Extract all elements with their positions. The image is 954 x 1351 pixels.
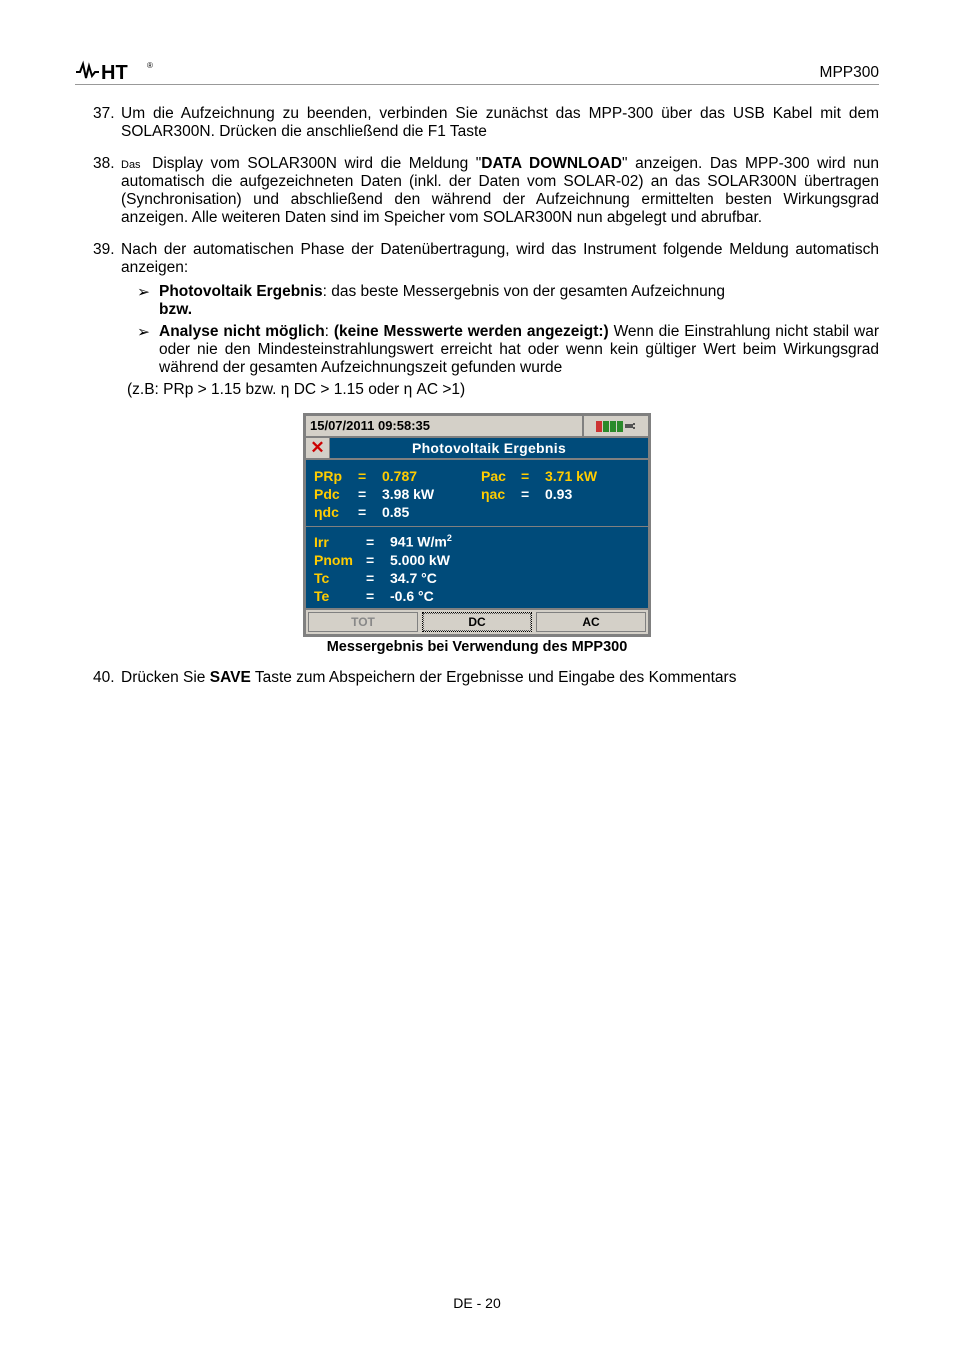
device-screenshot: 15/07/2011 09:58:35 ✕ Photovoltaik Ergeb…: [303, 413, 651, 637]
item-text: Um die Aufzeichnung zu beenden, verbinde…: [121, 105, 879, 141]
label-irr: Irr: [314, 534, 362, 550]
value-nac: 0.93: [545, 486, 640, 502]
item-number: 37.: [93, 105, 121, 141]
tab-dc[interactable]: DC: [422, 612, 532, 632]
item-text: Drücken Sie SAVE Taste zum Abspeichern d…: [121, 669, 879, 687]
svg-text:HT: HT: [101, 62, 128, 82]
value-ndc: 0.85: [382, 504, 477, 520]
page-number: DE - 20: [0, 1295, 954, 1311]
small-prefix: Das: [121, 159, 141, 171]
item-39: 39. Nach der automatischen Phase der Dat…: [93, 241, 879, 399]
device-title: Photovoltaik Ergebnis: [330, 438, 648, 458]
value-te: -0.6 °C: [390, 588, 640, 604]
device-main-area: PRp = 0.787 Pac = 3.71 kW Pdc = 3.98 kW …: [305, 459, 649, 609]
value-irr: 941 W/m2: [390, 533, 640, 550]
bullet-1: ➢ Photovoltaik Ergebnis: das beste Messe…: [137, 283, 879, 319]
instruction-list-cont: 40. Drücken Sie SAVE Taste zum Abspeiche…: [93, 669, 879, 687]
value-prp: 0.787: [382, 468, 477, 484]
label-ndc: ηdc: [314, 504, 354, 520]
label-te: Te: [314, 588, 362, 604]
close-icon[interactable]: ✕: [306, 438, 330, 458]
tab-ac[interactable]: AC: [536, 612, 646, 632]
item-number: 39.: [93, 241, 121, 277]
label-nac: ηac: [481, 486, 517, 502]
triangle-icon: ➢: [137, 283, 159, 319]
item-number: 40.: [93, 669, 121, 687]
item-text: Nach der automatischen Phase der Datenüb…: [121, 241, 879, 277]
label-tc: Tc: [314, 570, 362, 586]
result-grid-2: Irr = 941 W/m2 Pnom = 5.000 kW Tc = 34.7…: [314, 533, 640, 604]
device-screenshot-wrap: 15/07/2011 09:58:35 ✕ Photovoltaik Ergeb…: [75, 413, 879, 655]
plug-icon: [625, 421, 637, 431]
device-title-bar: ✕ Photovoltaik Ergebnis: [305, 437, 649, 459]
bullet-list: ➢ Photovoltaik Ergebnis: das beste Messe…: [137, 283, 879, 377]
item-40: 40. Drücken Sie SAVE Taste zum Abspeiche…: [93, 669, 879, 687]
svg-text:®: ®: [147, 61, 153, 70]
device-tabs: TOT DC AC: [305, 609, 649, 635]
device-status-bar: 15/07/2011 09:58:35: [305, 415, 649, 437]
item-number: 38.: [93, 155, 121, 227]
result-grid-1: PRp = 0.787 Pac = 3.71 kW Pdc = 3.98 kW …: [314, 468, 640, 520]
device-timestamp: 15/07/2011 09:58:35: [305, 415, 583, 437]
label-pnom: Pnom: [314, 552, 362, 568]
page-header: HT ® MPP300: [75, 60, 879, 85]
label-pdc: Pdc: [314, 486, 354, 502]
label-pac: Pac: [481, 468, 517, 484]
value-pac: 3.71 kW: [545, 468, 640, 484]
value-tc: 34.7 °C: [390, 570, 640, 586]
divider: [306, 526, 648, 527]
brand-logo: HT ®: [75, 60, 153, 82]
item-37: 37. Um die Aufzeichnung zu beenden, verb…: [93, 105, 879, 141]
value-pnom: 5.000 kW: [390, 552, 640, 568]
figure-caption: Messergebnis bei Verwendung des MPP300: [327, 639, 628, 655]
battery-icon: [583, 415, 649, 437]
instruction-list: 37. Um die Aufzeichnung zu beenden, verb…: [93, 105, 879, 399]
bullet-2: ➢ Analyse nicht möglich: (keine Messwert…: [137, 323, 879, 377]
tab-tot[interactable]: TOT: [308, 612, 418, 632]
item-38: 38. Das Display vom SOLAR300N wird die M…: [93, 155, 879, 227]
item-text: Das Display vom SOLAR300N wird die Meldu…: [121, 155, 879, 227]
model-label: MPP300: [820, 64, 879, 82]
example-note: (z.B: PRp > 1.15 bzw. η DC > 1.15 oder η…: [127, 381, 879, 399]
label-prp: PRp: [314, 468, 354, 484]
triangle-icon: ➢: [137, 323, 159, 377]
value-pdc: 3.98 kW: [382, 486, 477, 502]
